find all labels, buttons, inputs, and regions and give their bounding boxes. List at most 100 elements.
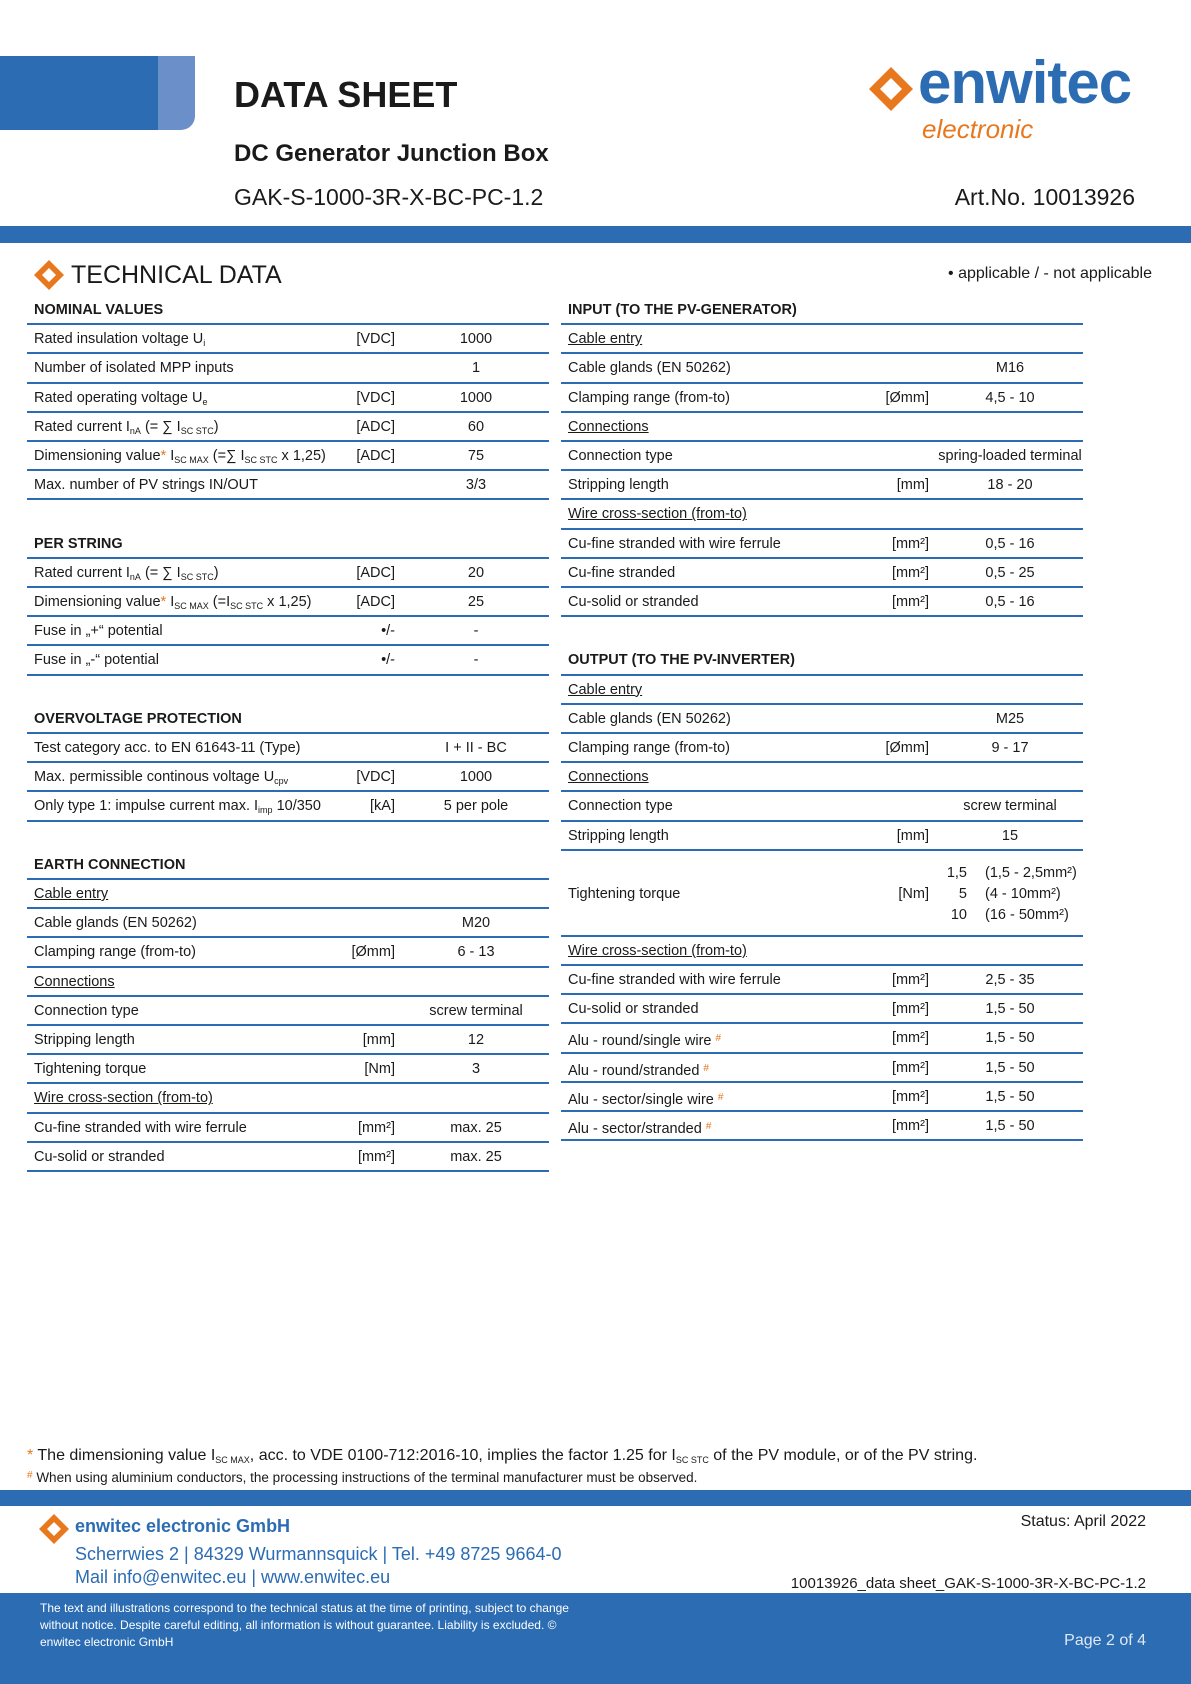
section-title: PER STRING (34, 535, 123, 552)
subheading: Wire cross-section (from-to) (568, 942, 747, 959)
text: Cable glands (EN 50262) (568, 360, 731, 377)
text: Cable glands (EN 50262) (568, 710, 731, 727)
text: (= ∑ I (140, 564, 181, 581)
footer-bar (0, 1490, 1191, 1506)
label: Cu-fine stranded with wire ferrule (34, 1114, 247, 1143)
unit: [ADC] (356, 448, 395, 464)
label: Rated operating voltage Ue (34, 384, 208, 417)
logo-tagline: electronic (922, 114, 1034, 144)
text: x 1,25) (277, 448, 326, 464)
subscript: e (202, 396, 208, 407)
table-row: Connection type screw terminal (27, 997, 549, 1026)
unit: [VDC] (356, 331, 395, 348)
table-row: Clamping range (from-to) [Ømm] 9 - 17 (561, 734, 1083, 764)
section-title: NOMINAL VALUES (34, 302, 164, 318)
text: ) (213, 418, 219, 435)
unit: [mm²] (891, 1088, 929, 1105)
text: Connection type (568, 448, 673, 464)
text: Max. number of PV strings IN/OUT (34, 477, 259, 494)
label: Cu-solid or stranded (34, 1143, 165, 1172)
value: 1,5 - 50 (985, 1059, 1035, 1076)
subscript: SC STC (180, 425, 214, 436)
subscript: imp (258, 805, 273, 816)
value: M16 (995, 360, 1025, 377)
label: Rated current InA (= ∑ ISC STC) (34, 559, 219, 592)
table-row: Rated current InA (= ∑ ISC STC) [ADC] 20 (27, 559, 549, 588)
label: Stripping length (568, 822, 669, 851)
label: Stripping length (568, 471, 669, 500)
footnote-mark: * (160, 448, 167, 464)
subscript: SC STC (675, 1455, 709, 1465)
value: - (473, 623, 479, 640)
section-title: TECHNICAL DATA (71, 261, 282, 289)
text: of the PV module, or of the PV string. (708, 1447, 978, 1464)
unit: [ADC] (356, 594, 395, 610)
disclaimer-line: The text and illustrations correspond to… (40, 1601, 569, 1615)
value: 1,5 - 50 (985, 1088, 1035, 1105)
label: Cu-solid or stranded (568, 995, 699, 1024)
footer-icon (39, 1514, 69, 1544)
section-header: OVERVOLTAGE PROTECTION (27, 705, 549, 734)
section-icon (34, 260, 64, 290)
label: Tightening torque (34, 1055, 146, 1084)
table-row: Dimensioning value* ISC MAX (=∑ ISC STC … (27, 442, 549, 472)
value: 3/3 (465, 477, 487, 494)
footnote-mark: # (27, 1470, 33, 1481)
value: 2,5 - 35 (985, 972, 1035, 988)
value: 9 - 17 (991, 740, 1029, 756)
label: Connection type (568, 792, 673, 821)
section-title: INPUT (TO THE PV-GENERATOR) (568, 302, 797, 318)
subscript: SC STC (180, 571, 214, 582)
value: 1,5 (946, 864, 967, 881)
unit: [mm²] (891, 1030, 929, 1047)
value: 1,5 - 50 (985, 1118, 1035, 1134)
footnote: * The dimensioning value ISC MAX, acc. t… (27, 1447, 977, 1465)
unit: •/- (381, 652, 395, 669)
table-row: Cu-solid or stranded [mm²] 1,5 - 50 (561, 995, 1083, 1025)
table-row: Cu-fine stranded with wire ferrule [mm²] 0… (561, 530, 1083, 559)
table-row: Rated operating voltage Ue [VDC] 1000 (27, 384, 549, 413)
table-row: Connections (561, 763, 1083, 793)
text: (=∑ I (208, 448, 245, 464)
label: Connection type (568, 442, 673, 471)
value: - (473, 652, 479, 669)
header-band-dark (0, 56, 158, 130)
text: Rated insulation voltage U (34, 331, 204, 348)
logo-icon (869, 67, 913, 111)
text: I (166, 594, 175, 610)
table-row: Connections (561, 413, 1083, 442)
value: 1000 (459, 769, 493, 786)
table-row: Test category acc. to EN 61643-11 (Type)… (27, 734, 549, 764)
unit: [mm²] (891, 972, 929, 988)
section-header: PER STRING (27, 530, 549, 559)
table-row: Max. permissible continous voltage Ucpv [… (27, 763, 549, 793)
table-row: Cable glands (EN 50262) M16 (561, 354, 1083, 384)
subscript: SC STC (244, 455, 278, 465)
subheading: Wire cross-section (from-to) (568, 506, 747, 523)
label: Fuse in „+“ potential (34, 617, 163, 646)
unit: [VDC] (356, 389, 395, 406)
label: Clamping range (from-to) (568, 734, 730, 763)
disclaimer-line: without notice. Despite careful editing,… (40, 1618, 557, 1632)
range: (1,5 - 2,5mm²) (985, 864, 1077, 881)
subscript: SC MAX (174, 601, 209, 611)
section-header: NOMINAL VALUES (27, 296, 549, 326)
text: 10/350 (272, 798, 321, 815)
label: Cu-solid or stranded (568, 588, 699, 617)
page-number: Page 2 of 4 (1064, 1632, 1146, 1649)
value: 75 (467, 448, 485, 464)
unit: [mm²] (891, 594, 929, 610)
value: I + II - BC (445, 740, 507, 756)
value: 4,5 - 10 (985, 389, 1035, 406)
label: Cable glands (EN 50262) (34, 909, 197, 938)
subtitle: DC Generator Junction Box (234, 140, 549, 167)
label: Cu-fine stranded with wire ferrule (568, 530, 781, 559)
table-row: Cu-solid or stranded [mm²] 0,5 - 16 (561, 588, 1083, 618)
text: Rated operating voltage U (34, 389, 203, 406)
label: Connection type (34, 997, 139, 1026)
value: 1000 (459, 331, 493, 348)
table-row: Wire cross-section (from-to) (561, 500, 1083, 530)
unit: [kA] (370, 798, 395, 815)
table-row: Fuse in „+“ potential •/- - (27, 617, 549, 647)
text: (= ∑ I (140, 418, 181, 435)
